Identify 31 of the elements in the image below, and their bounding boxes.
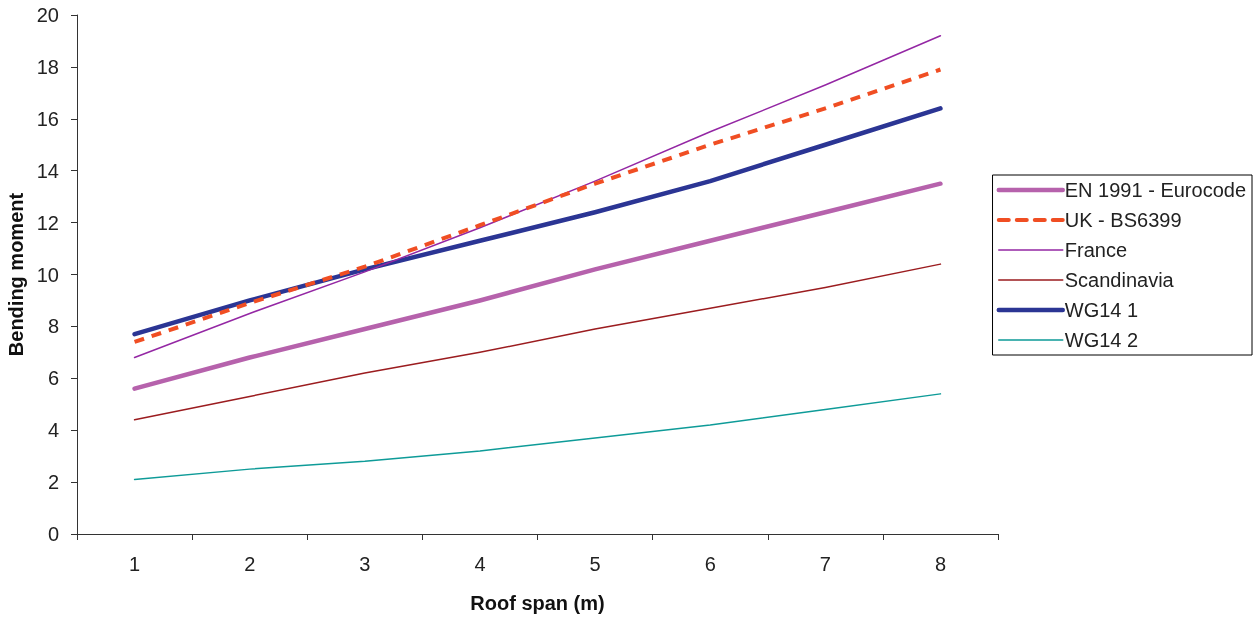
legend-label: Scandinavia <box>1064 269 1175 291</box>
legend-label: EN 1991 - Eurocode <box>1064 179 1247 201</box>
x-tick-label: 5 <box>589 553 601 575</box>
y-tick-label: 6 <box>47 367 59 390</box>
legend-label: France <box>1064 239 1128 261</box>
y-tick-label: 12 <box>36 211 59 234</box>
x-tick-label: 4 <box>474 553 486 575</box>
line-series <box>133 393 942 481</box>
y-tick-label: 4 <box>47 419 59 442</box>
x-tick-label: 7 <box>819 553 831 575</box>
y-tick-label: 20 <box>36 4 59 26</box>
y-tick-label: 16 <box>36 107 59 130</box>
y-tick-label: 0 <box>47 523 59 545</box>
x-tick-label: 6 <box>704 553 716 575</box>
y-tick-label: 18 <box>36 55 59 78</box>
x-tick-label: 1 <box>129 553 141 575</box>
legend-label: WG14 2 <box>1064 329 1139 351</box>
legend-label: UK - BS6399 <box>1064 209 1182 231</box>
y-tick-label: 14 <box>36 159 59 182</box>
x-axis-title: Roof span (m) <box>470 592 605 614</box>
y-tick-label: 8 <box>47 315 59 338</box>
y-tick-label: 2 <box>47 471 59 494</box>
x-tick-label: 3 <box>359 553 371 575</box>
legend-label: WG14 1 <box>1064 299 1139 321</box>
x-tick-label: 8 <box>934 553 946 575</box>
line-series <box>133 263 942 421</box>
y-axis-title: Bending moment <box>4 192 27 357</box>
line-series <box>132 181 943 391</box>
line-series <box>132 106 943 337</box>
x-tick-label: 2 <box>244 553 256 575</box>
y-tick-label: 10 <box>36 263 59 286</box>
